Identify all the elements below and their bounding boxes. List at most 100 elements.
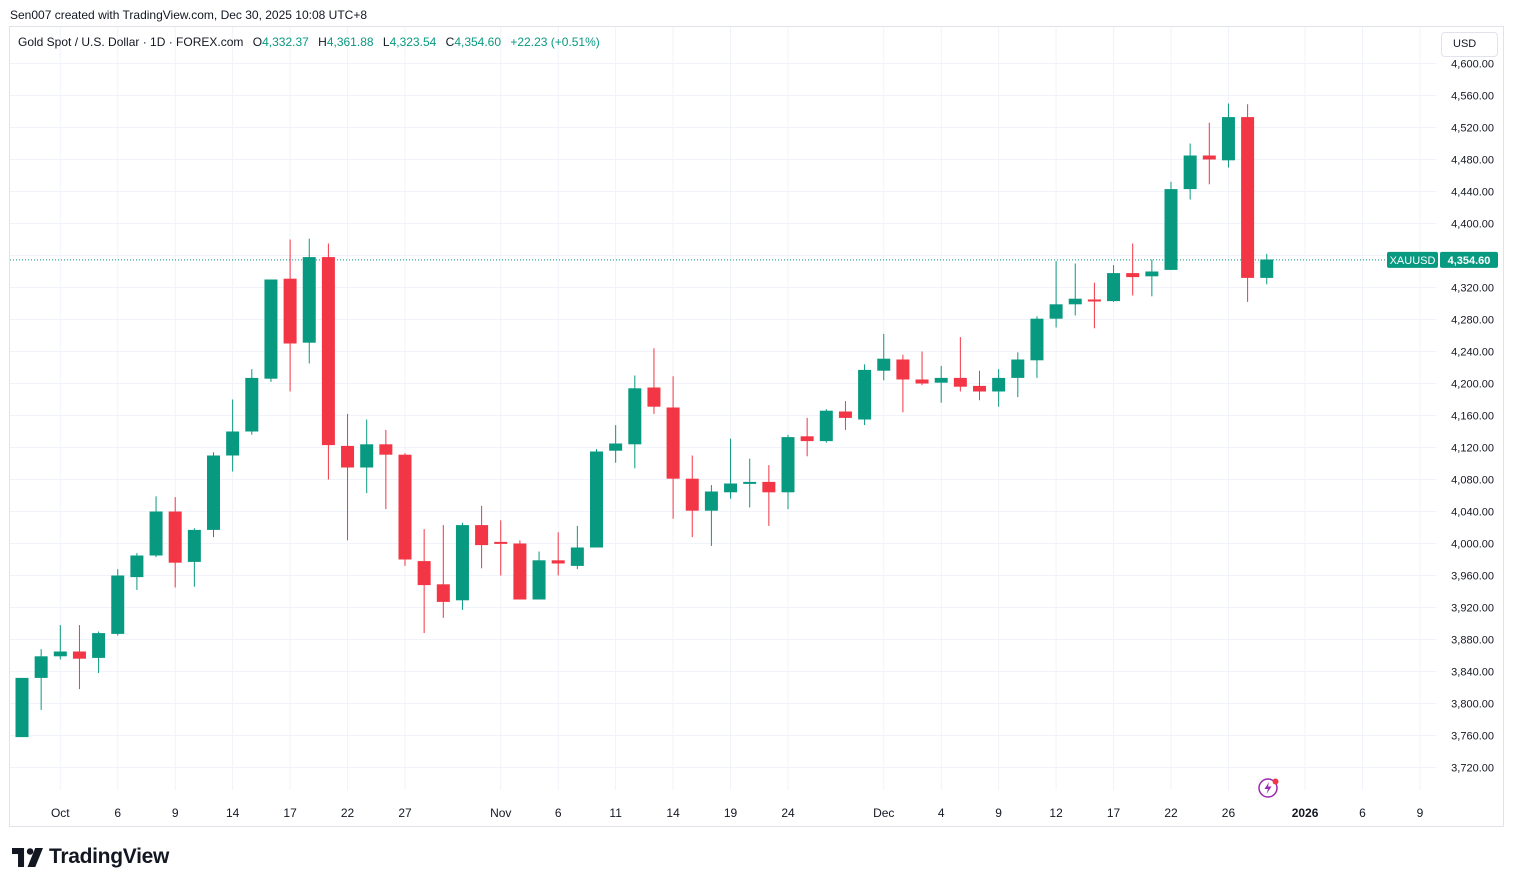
price-tick-label: 4,400.00 xyxy=(1451,219,1494,231)
last-price-tag xyxy=(1440,251,1498,268)
candle xyxy=(264,279,278,382)
candle-body xyxy=(149,511,163,556)
legend-open-label: O xyxy=(252,35,263,49)
legend-open-value: 4,332.37 xyxy=(262,35,309,49)
price-tick-label: 4,000.00 xyxy=(1451,539,1494,551)
candle-body xyxy=(1049,304,1063,319)
chart-legend: Gold Spot / U.S. Dollar · 1D · FOREX.com… xyxy=(18,35,600,49)
candle-body xyxy=(245,377,259,432)
candle xyxy=(321,243,335,480)
legend-change: +22.23 (+0.51%) xyxy=(510,35,600,49)
candle xyxy=(360,419,374,494)
time-tick-label: 22 xyxy=(341,806,355,820)
candle-body xyxy=(1221,117,1235,161)
last-price-tag-label: 4,354.60 xyxy=(1448,255,1491,267)
candle-body xyxy=(666,407,680,479)
candle-body xyxy=(934,377,948,383)
candle-body xyxy=(743,481,757,484)
candle xyxy=(724,438,738,499)
candle-body xyxy=(762,481,776,493)
candle-body xyxy=(1011,359,1025,378)
candle-body xyxy=(360,444,374,468)
candle-body xyxy=(34,656,48,678)
candle-body xyxy=(1202,155,1216,160)
candle xyxy=(245,369,259,435)
candle-body xyxy=(724,483,738,493)
candle xyxy=(226,399,240,472)
tradingview-brand[interactable]: TradingView xyxy=(12,844,169,870)
legend-low-value: 4,323.54 xyxy=(389,35,437,49)
candle-body xyxy=(1107,273,1121,302)
time-tick-label: Nov xyxy=(490,806,511,820)
candle-body xyxy=(1030,318,1044,361)
candle-body xyxy=(130,555,144,578)
candle-body xyxy=(264,279,278,379)
time-tick-label: Oct xyxy=(51,806,70,820)
price-tick-label: 4,080.00 xyxy=(1451,475,1494,487)
candle xyxy=(1221,103,1235,168)
candle xyxy=(1049,261,1063,328)
candle xyxy=(34,649,48,710)
candle xyxy=(743,458,757,508)
candle-body xyxy=(819,410,833,442)
time-tick-label: 6 xyxy=(1359,806,1366,820)
candle-body xyxy=(207,455,220,530)
chart-frame[interactable] xyxy=(9,26,1504,827)
candle-body xyxy=(704,491,718,511)
candle-body xyxy=(532,560,546,600)
candle xyxy=(341,413,355,541)
candle xyxy=(1241,104,1255,302)
candle xyxy=(609,425,623,463)
candle-body xyxy=(877,358,891,371)
candle-body xyxy=(226,431,240,456)
candle-body xyxy=(1087,299,1101,302)
candle-body xyxy=(455,525,469,601)
candle-body xyxy=(436,584,450,602)
candle xyxy=(1126,243,1140,296)
time-tick-label: 27 xyxy=(398,806,412,820)
symbol-tag xyxy=(1387,251,1438,268)
time-tick-label: 12 xyxy=(1049,806,1063,820)
time-tick-label: 9 xyxy=(995,806,1002,820)
candle-body xyxy=(1183,155,1197,190)
price-axis: 3,720.00 3,760.00 3,800.00 3,840.00 3,880.00… xyxy=(1451,59,1494,775)
legend-close-value: 4,354.60 xyxy=(454,35,502,49)
candle-body xyxy=(590,451,603,548)
candle xyxy=(819,409,833,443)
candle xyxy=(704,485,718,546)
time-tick-label: 24 xyxy=(781,806,795,820)
creator-line: Sen007 created with TradingView.com, Dec… xyxy=(10,8,367,22)
currency-button[interactable]: USD xyxy=(1441,32,1498,57)
candle xyxy=(532,551,546,600)
candle xyxy=(992,369,1006,407)
candle-body xyxy=(685,478,699,511)
candle xyxy=(72,625,86,690)
candle xyxy=(302,238,316,364)
candle-body xyxy=(1145,271,1159,277)
legend-high-value: 4,361.88 xyxy=(326,35,374,49)
candle xyxy=(858,364,872,426)
candle-body xyxy=(168,511,182,563)
candle-body xyxy=(494,541,508,544)
candle xyxy=(15,677,29,738)
candle xyxy=(628,375,642,469)
time-tick-label: 2026 xyxy=(1292,806,1319,820)
price-tick-label: 3,760.00 xyxy=(1451,731,1494,743)
flash-icon[interactable] xyxy=(1257,776,1281,800)
price-tick-label: 3,960.00 xyxy=(1451,571,1494,583)
candle-body xyxy=(781,437,795,493)
time-tick-label: Dec xyxy=(873,806,894,820)
candle xyxy=(647,348,661,414)
candle-body xyxy=(992,377,1006,392)
candle xyxy=(513,540,527,600)
candle-body xyxy=(1068,298,1082,305)
candle xyxy=(838,401,852,430)
candle-body xyxy=(953,377,967,387)
candle-body xyxy=(187,529,201,562)
candle-body xyxy=(398,454,412,560)
candle xyxy=(149,496,163,558)
price-tick-label: 4,120.00 xyxy=(1451,443,1494,455)
candle-body xyxy=(417,561,431,586)
candle-body xyxy=(551,560,565,564)
